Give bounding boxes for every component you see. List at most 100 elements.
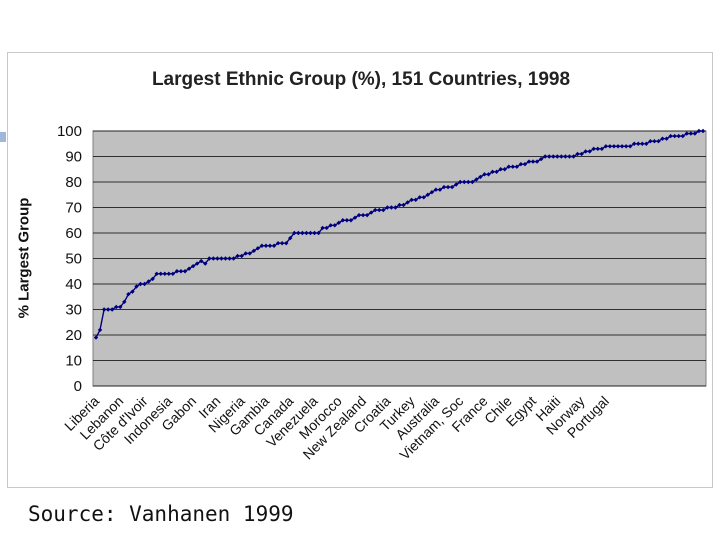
data-point: [247, 251, 252, 256]
data-point: [263, 243, 269, 248]
data-point: [595, 146, 600, 152]
data-point: [551, 154, 556, 159]
data-point: [368, 210, 374, 215]
data-point: [530, 159, 536, 164]
data-point: [300, 230, 305, 236]
data-point: [324, 225, 329, 231]
data-point: [199, 258, 204, 264]
data-point: [470, 179, 475, 185]
data-point: [109, 307, 115, 312]
data-point: [502, 167, 507, 172]
data-point: [170, 271, 176, 276]
data-point: [555, 154, 560, 159]
data-point: [93, 335, 99, 340]
data-point: [134, 284, 139, 289]
data-point: [498, 167, 503, 172]
data-point: [275, 241, 281, 246]
data-point: [320, 225, 325, 231]
y-tick-label: 100: [57, 123, 82, 140]
data-point: [627, 144, 633, 149]
data-point: [510, 164, 516, 169]
data-point: [352, 215, 358, 220]
data-point: [429, 190, 435, 195]
data-point: [684, 131, 690, 136]
data-point: [445, 184, 451, 190]
y-tick-label: 30: [65, 302, 82, 319]
data-point: [494, 169, 499, 174]
data-point: [591, 146, 596, 152]
data-point: [425, 192, 431, 197]
data-point: [632, 141, 637, 146]
data-point: [304, 230, 309, 236]
data-point: [413, 197, 418, 203]
data-point: [449, 184, 455, 190]
data-point: [356, 212, 362, 218]
data-point: [389, 205, 394, 210]
data-point: [114, 304, 119, 310]
data-point: [178, 269, 184, 274]
data-point: [559, 154, 564, 159]
data-point: [126, 292, 131, 297]
data-point: [514, 164, 520, 169]
data-point: [518, 161, 524, 167]
slide-accent-mark: [0, 132, 6, 142]
data-point: [150, 276, 155, 282]
y-tick-label: 80: [65, 174, 82, 191]
data-point: [279, 241, 285, 246]
data-point: [571, 154, 576, 159]
data-point: [360, 212, 366, 218]
data-point: [105, 307, 111, 312]
source-caption: Source: Vanhanen 1999: [28, 502, 294, 526]
data-point: [174, 269, 180, 274]
data-point: [316, 230, 321, 236]
data-point: [700, 128, 706, 134]
y-tick-label: 60: [65, 225, 82, 242]
y-tick-label: 0: [74, 378, 82, 395]
data-point: [680, 133, 685, 139]
data-point: [474, 177, 479, 182]
data-point: [579, 151, 584, 157]
data-point: [506, 164, 511, 169]
data-point: [636, 141, 641, 146]
data-point: [138, 281, 143, 287]
data-point: [405, 200, 410, 205]
data-point: [393, 205, 398, 210]
data-point: [417, 195, 422, 200]
data-point: [607, 144, 613, 149]
data-point: [660, 136, 665, 141]
y-tick-label: 40: [65, 276, 82, 293]
data-point: [190, 263, 196, 269]
data-point: [441, 184, 447, 190]
data-point: [656, 139, 661, 144]
data-point: [186, 266, 192, 271]
data-point: [308, 230, 313, 236]
data-point: [688, 131, 694, 136]
y-tick-labels: 0 10 20 30 40 50 60 70 80 90 100: [57, 123, 82, 395]
data-point: [664, 136, 669, 141]
data-point: [207, 256, 212, 261]
data-point: [267, 243, 273, 248]
data-point: [482, 172, 487, 177]
data-point: [563, 154, 568, 159]
data-point: [194, 261, 200, 266]
data-point: [526, 159, 532, 164]
data-point: [118, 304, 123, 310]
data-point: [676, 133, 681, 139]
gridlines: [93, 130, 706, 387]
data-point: [696, 128, 702, 134]
data-point: [377, 207, 382, 213]
data-point: [648, 139, 653, 144]
data-point: [668, 133, 673, 139]
data-point: [328, 223, 333, 228]
data-point: [203, 261, 208, 266]
data-point: [692, 131, 698, 136]
data-point: [235, 253, 240, 259]
data-point: [534, 159, 540, 164]
data-point: [158, 271, 163, 276]
data-point: [142, 281, 147, 287]
data-point: [437, 187, 443, 192]
y-tick-label: 20: [65, 327, 82, 344]
data-point: [623, 144, 629, 149]
